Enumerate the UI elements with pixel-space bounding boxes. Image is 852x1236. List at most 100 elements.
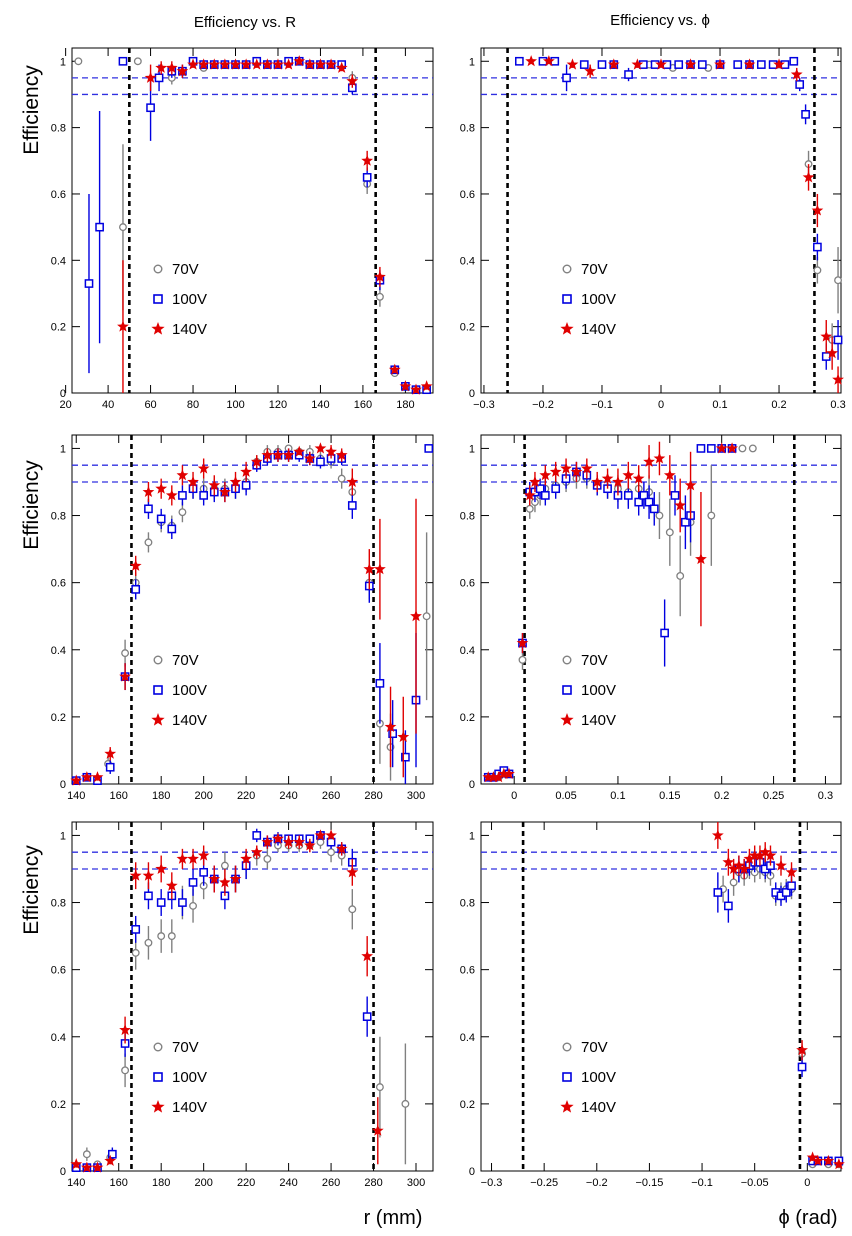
y-tick-label: 0.8 [460, 123, 475, 135]
data-point [119, 670, 131, 682]
x-tick-label: 80 [187, 399, 199, 411]
data-point [802, 171, 815, 183]
data-point [250, 846, 263, 858]
data-point [105, 762, 115, 772]
legend-label: 70V [172, 1039, 199, 1056]
data-point [240, 852, 253, 864]
row1-right-frame [480, 47, 842, 394]
data-point [525, 55, 538, 67]
data-point [715, 442, 728, 454]
row3-ylabel: Efficiency [20, 845, 43, 935]
legend-marker [560, 713, 574, 726]
legend-label: 100V [172, 1069, 207, 1086]
y-tick-label: 1 [469, 56, 475, 68]
legend-label: 140V [172, 1099, 207, 1116]
data-point [622, 469, 635, 481]
data-point [697, 60, 707, 69]
data-point [601, 472, 614, 484]
y-tick-label: 0 [60, 779, 66, 791]
data-point [775, 859, 787, 871]
row2-left-frame [71, 434, 434, 785]
data-point [176, 469, 189, 481]
series-140V [711, 822, 845, 1170]
data-point [388, 363, 401, 375]
data-point [790, 68, 803, 80]
data-point [240, 58, 253, 70]
y-tick-label: 0.6 [51, 965, 66, 977]
data-point [104, 1154, 117, 1166]
legend-label: 140V [172, 321, 207, 338]
data-point [335, 842, 348, 854]
data-point [833, 335, 843, 345]
data-point [591, 475, 604, 487]
x-tick-label: 120 [269, 399, 287, 411]
data-point [155, 482, 168, 494]
x-tick-label: 0.1 [610, 790, 625, 802]
x-tick-label: 260 [322, 1177, 340, 1189]
data-point [165, 489, 178, 501]
data-point [282, 448, 295, 461]
data-point [176, 852, 189, 864]
y-tick-label: 1 [60, 56, 66, 68]
data-point [219, 876, 231, 888]
data-point [401, 1099, 410, 1108]
data-point [759, 846, 772, 858]
data-point [796, 1043, 808, 1056]
data-point [733, 60, 743, 69]
data-point [738, 444, 747, 453]
data-point [325, 445, 337, 457]
data-point [833, 1158, 845, 1170]
x-tick-label: 180 [152, 790, 170, 802]
data-point [118, 56, 128, 66]
data-point [539, 469, 552, 481]
data-point [348, 905, 357, 914]
data-point [631, 58, 644, 70]
x-tick-label: 220 [237, 790, 255, 802]
y-tick-label: 0.8 [51, 123, 66, 135]
data-point [684, 58, 697, 70]
legend-label: 70V [172, 261, 199, 278]
x-tick-label: 140 [67, 790, 85, 802]
x-tick-label: 20 [60, 399, 72, 411]
data-point [347, 501, 357, 510]
row2-right-legend: 70V 100V 140V [560, 652, 616, 729]
y-tick-label: 0.6 [51, 578, 66, 590]
data-point [375, 678, 385, 688]
data-point [722, 856, 735, 868]
x-tick-label: −0.15 [635, 1177, 663, 1189]
data-point [208, 872, 221, 885]
data-point [121, 649, 130, 658]
data-point [325, 58, 337, 70]
data-point [570, 465, 583, 477]
data-point [199, 491, 209, 500]
legend-marker [151, 1100, 165, 1113]
x-tick-label: 160 [354, 399, 372, 411]
data-point [781, 888, 791, 897]
x-tick-label: 300 [407, 790, 425, 802]
data-point [314, 58, 327, 70]
data-point [801, 109, 810, 119]
data-point [785, 866, 798, 878]
data-point [724, 901, 733, 911]
x-tick-label: 40 [102, 399, 114, 411]
data-point [362, 173, 372, 182]
data-point [133, 57, 142, 66]
x-tick-label: 200 [194, 1177, 212, 1189]
x-tick-label: −0.05 [741, 1177, 769, 1189]
data-point [178, 508, 187, 517]
y-tick-label: 0 [469, 388, 475, 400]
data-point [144, 504, 153, 514]
data-point [422, 612, 431, 621]
data-point [178, 491, 187, 500]
data-point [623, 491, 633, 500]
data-point [711, 829, 724, 841]
data-point [167, 932, 176, 941]
data-point [327, 848, 336, 857]
data-point [733, 859, 745, 871]
data-point [748, 444, 757, 453]
legend-marker [562, 1042, 572, 1052]
x-tick-label: 240 [279, 790, 297, 802]
data-point [497, 767, 510, 779]
data-point [540, 491, 550, 500]
